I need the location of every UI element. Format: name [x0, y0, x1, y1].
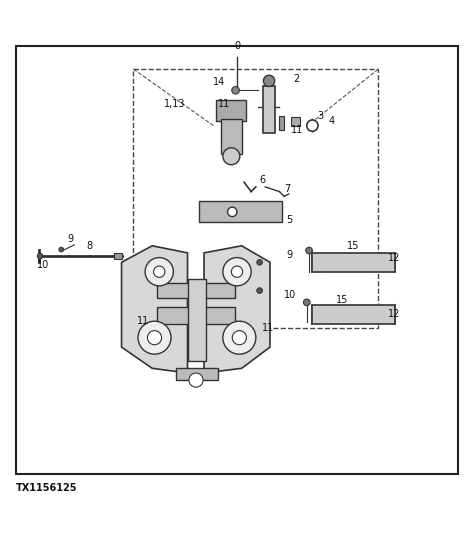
Text: TX1156125: TX1156125 — [16, 483, 77, 493]
Bar — [157, 284, 235, 297]
Text: 10: 10 — [284, 290, 296, 300]
Text: 3: 3 — [317, 111, 323, 121]
Polygon shape — [121, 246, 188, 373]
Circle shape — [147, 331, 162, 345]
Circle shape — [138, 321, 171, 354]
Text: 0: 0 — [234, 41, 240, 51]
Circle shape — [223, 321, 256, 354]
Text: 12: 12 — [388, 309, 400, 319]
Text: 14: 14 — [212, 77, 225, 87]
Text: 11: 11 — [262, 323, 274, 333]
Text: 9: 9 — [67, 234, 73, 244]
Text: 10: 10 — [36, 260, 49, 270]
Text: 7: 7 — [284, 184, 291, 194]
Text: 11: 11 — [291, 125, 303, 135]
Text: 8: 8 — [86, 241, 92, 251]
Circle shape — [257, 260, 263, 265]
Polygon shape — [204, 246, 270, 373]
Circle shape — [154, 266, 165, 277]
Bar — [176, 368, 218, 380]
Circle shape — [232, 331, 246, 345]
Bar — [279, 116, 284, 130]
Text: 1,13: 1,13 — [164, 99, 185, 109]
Circle shape — [257, 288, 263, 293]
Text: 15: 15 — [347, 241, 359, 251]
Text: 5: 5 — [286, 215, 293, 225]
Circle shape — [228, 207, 237, 217]
Circle shape — [59, 247, 64, 252]
Bar — [263, 85, 275, 133]
Circle shape — [307, 120, 318, 131]
Circle shape — [189, 373, 203, 387]
Circle shape — [145, 257, 173, 286]
Bar — [312, 305, 395, 324]
Circle shape — [232, 87, 239, 94]
Text: 12: 12 — [388, 253, 400, 263]
Bar — [291, 117, 300, 125]
Circle shape — [231, 266, 243, 277]
Text: 11: 11 — [137, 316, 149, 326]
Text: 6: 6 — [260, 175, 266, 185]
Circle shape — [37, 253, 43, 259]
Circle shape — [303, 299, 310, 305]
Bar — [133, 69, 378, 328]
Bar — [312, 253, 395, 272]
Bar — [114, 253, 122, 259]
Bar — [157, 307, 235, 324]
Bar — [216, 100, 246, 121]
Bar — [220, 119, 242, 154]
Text: 11: 11 — [218, 99, 230, 109]
Bar — [199, 201, 282, 222]
Circle shape — [223, 257, 251, 286]
Text: 9: 9 — [286, 250, 292, 260]
Bar — [188, 279, 206, 361]
Circle shape — [223, 148, 240, 165]
Text: 4: 4 — [329, 116, 335, 126]
Text: 2: 2 — [293, 74, 300, 83]
Circle shape — [264, 75, 275, 87]
Circle shape — [306, 247, 312, 254]
Text: 15: 15 — [336, 295, 348, 305]
